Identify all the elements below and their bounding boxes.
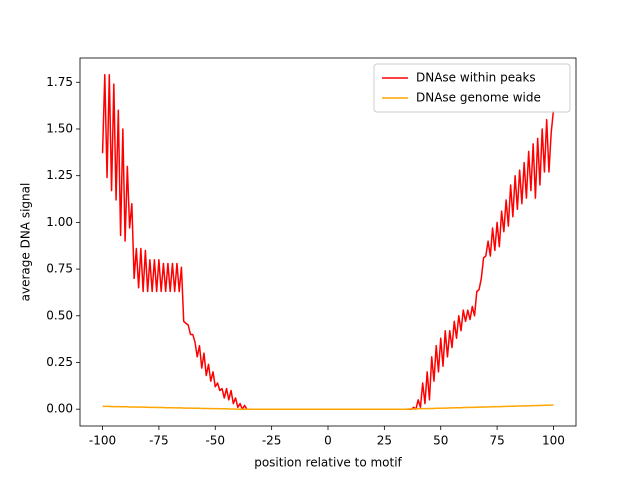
x-tick-label: 100 (542, 434, 565, 448)
x-tick-label: 25 (377, 434, 392, 448)
x-tick-label: -25 (262, 434, 282, 448)
y-tick-label: 0.00 (46, 402, 73, 416)
data-line (101, 74, 555, 410)
x-tick-label: 50 (433, 434, 448, 448)
x-tick-label: -75 (149, 434, 169, 448)
x-tick-label: 0 (324, 434, 332, 448)
x-tick-label: -50 (205, 434, 225, 448)
y-tick-label: 1.50 (46, 121, 73, 135)
y-tick-label: 0.75 (46, 262, 73, 276)
legend-label: DNAse genome wide (416, 91, 541, 105)
x-tick-label: -100 (89, 434, 116, 448)
x-axis-label: position relative to motif (254, 456, 402, 470)
y-tick-label: 1.75 (46, 75, 73, 89)
data-line (102, 404, 554, 410)
y-tick-label: 1.00 (46, 215, 73, 229)
y-tick-label: 0.25 (46, 355, 73, 369)
legend-box (373, 63, 571, 113)
y-axis-label: average DNA signal (19, 183, 33, 302)
y-tick-label: 0.50 (46, 308, 73, 322)
legend-label: DNAse within peaks (416, 71, 536, 85)
y-tick-label: 1.25 (46, 168, 73, 182)
x-tick-label: 75 (489, 434, 504, 448)
plot-frame (79, 57, 577, 427)
